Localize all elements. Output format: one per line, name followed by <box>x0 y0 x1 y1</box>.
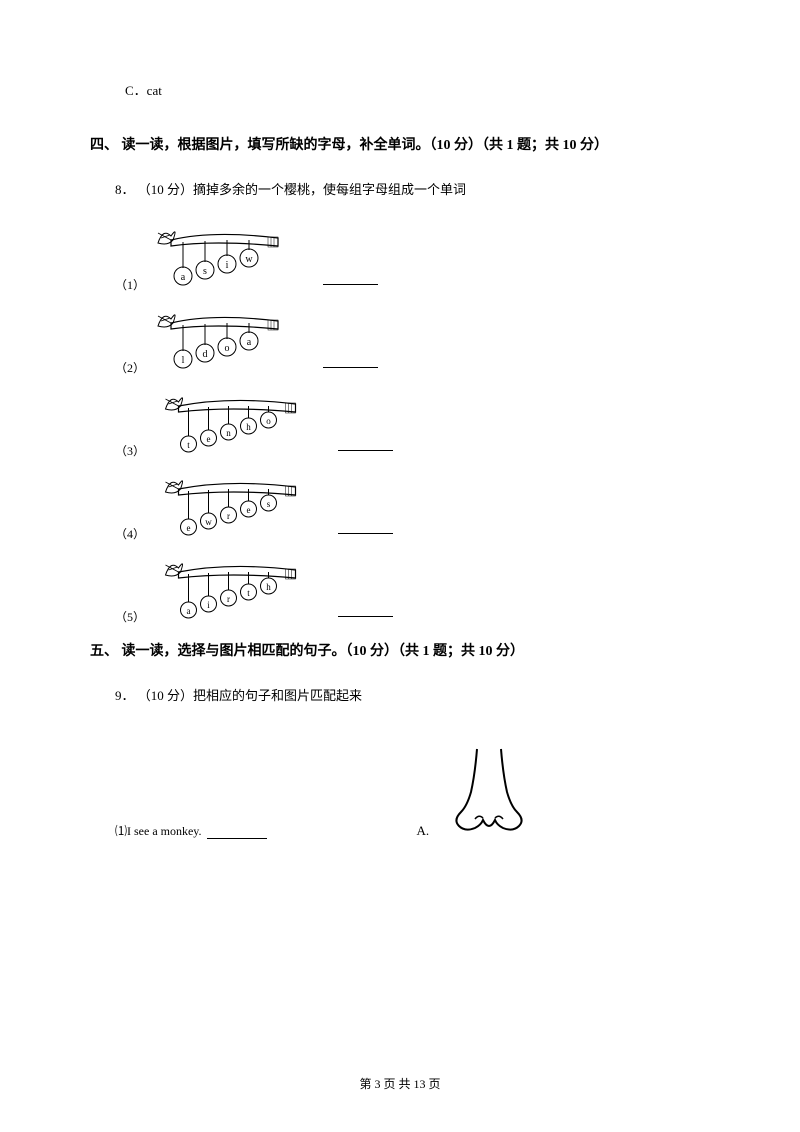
option-a-label: A. <box>417 823 430 839</box>
svg-text:a: a <box>247 337 252 348</box>
matching-text-1: ⑴I see a monkey. <box>115 822 202 839</box>
svg-text:t: t <box>187 440 190 450</box>
svg-text:r: r <box>227 511 230 521</box>
sub-num-5: （5） <box>115 608 145 625</box>
svg-text:e: e <box>247 505 251 515</box>
answer-blank-2[interactable] <box>323 367 378 368</box>
sub-item-5: （5） a i r t h <box>115 550 710 625</box>
sub-num-3: （3） <box>115 442 145 459</box>
cherry-branch-icon: a i r t h <box>153 550 308 625</box>
cherry-branch-icon: t e n h o <box>153 384 308 459</box>
svg-text:h: h <box>266 582 271 592</box>
svg-text:e: e <box>207 434 211 444</box>
svg-text:t: t <box>247 588 250 598</box>
sub-item-2: （2） l d o a <box>115 301 710 376</box>
cherry-branch-icon: l d o a <box>153 301 293 376</box>
svg-text:o: o <box>225 343 230 354</box>
svg-text:h: h <box>246 422 251 432</box>
svg-text:i: i <box>207 600 210 610</box>
svg-text:w: w <box>245 254 253 265</box>
svg-text:l: l <box>182 355 185 366</box>
matching-blank-1[interactable] <box>207 838 267 839</box>
svg-text:a: a <box>187 606 191 616</box>
sub-item-3: （3） t e n h o <box>115 384 710 459</box>
cherry-branch-icon: e w r e s <box>153 467 308 542</box>
sub-num-2: （2） <box>115 359 145 376</box>
matching-item-1: ⑴I see a monkey. A. <box>115 744 710 839</box>
section-5-header: 五、 读一读，选择与图片相匹配的句子。（10 分）（共 1 题；共 10 分） <box>90 640 710 660</box>
svg-text:r: r <box>227 594 230 604</box>
answer-blank-5[interactable] <box>338 616 393 617</box>
svg-text:e: e <box>187 523 191 533</box>
nose-icon <box>439 744 539 839</box>
svg-text:d: d <box>203 349 208 360</box>
svg-text:s: s <box>203 266 207 277</box>
svg-text:w: w <box>205 517 212 527</box>
answer-blank-1[interactable] <box>323 284 378 285</box>
question-8-text: 8． （10 分）摘掉多余的一个樱桃，使每组字母组成一个单词 <box>115 179 710 198</box>
option-c-text: C．cat <box>125 80 710 99</box>
sub-num-1: （1） <box>115 276 145 293</box>
svg-text:o: o <box>266 416 271 426</box>
sub-item-1: （1） a s i w <box>115 218 710 293</box>
question-9-text: 9． （10 分）把相应的句子和图片匹配起来 <box>115 685 710 704</box>
page-footer: 第 3 页 共 13 页 <box>0 1075 800 1092</box>
svg-text:i: i <box>226 260 229 271</box>
svg-text:a: a <box>181 272 186 283</box>
sub-item-4: （4） e w r e s <box>115 467 710 542</box>
answer-blank-3[interactable] <box>338 450 393 451</box>
svg-text:n: n <box>226 428 231 438</box>
section-4-header: 四、 读一读，根据图片，填写所缺的字母，补全单词。（10 分）（共 1 题；共 … <box>90 134 710 154</box>
svg-text:s: s <box>267 499 271 509</box>
sub-num-4: （4） <box>115 525 145 542</box>
cherry-branch-icon: a s i w <box>153 218 293 293</box>
answer-blank-4[interactable] <box>338 533 393 534</box>
